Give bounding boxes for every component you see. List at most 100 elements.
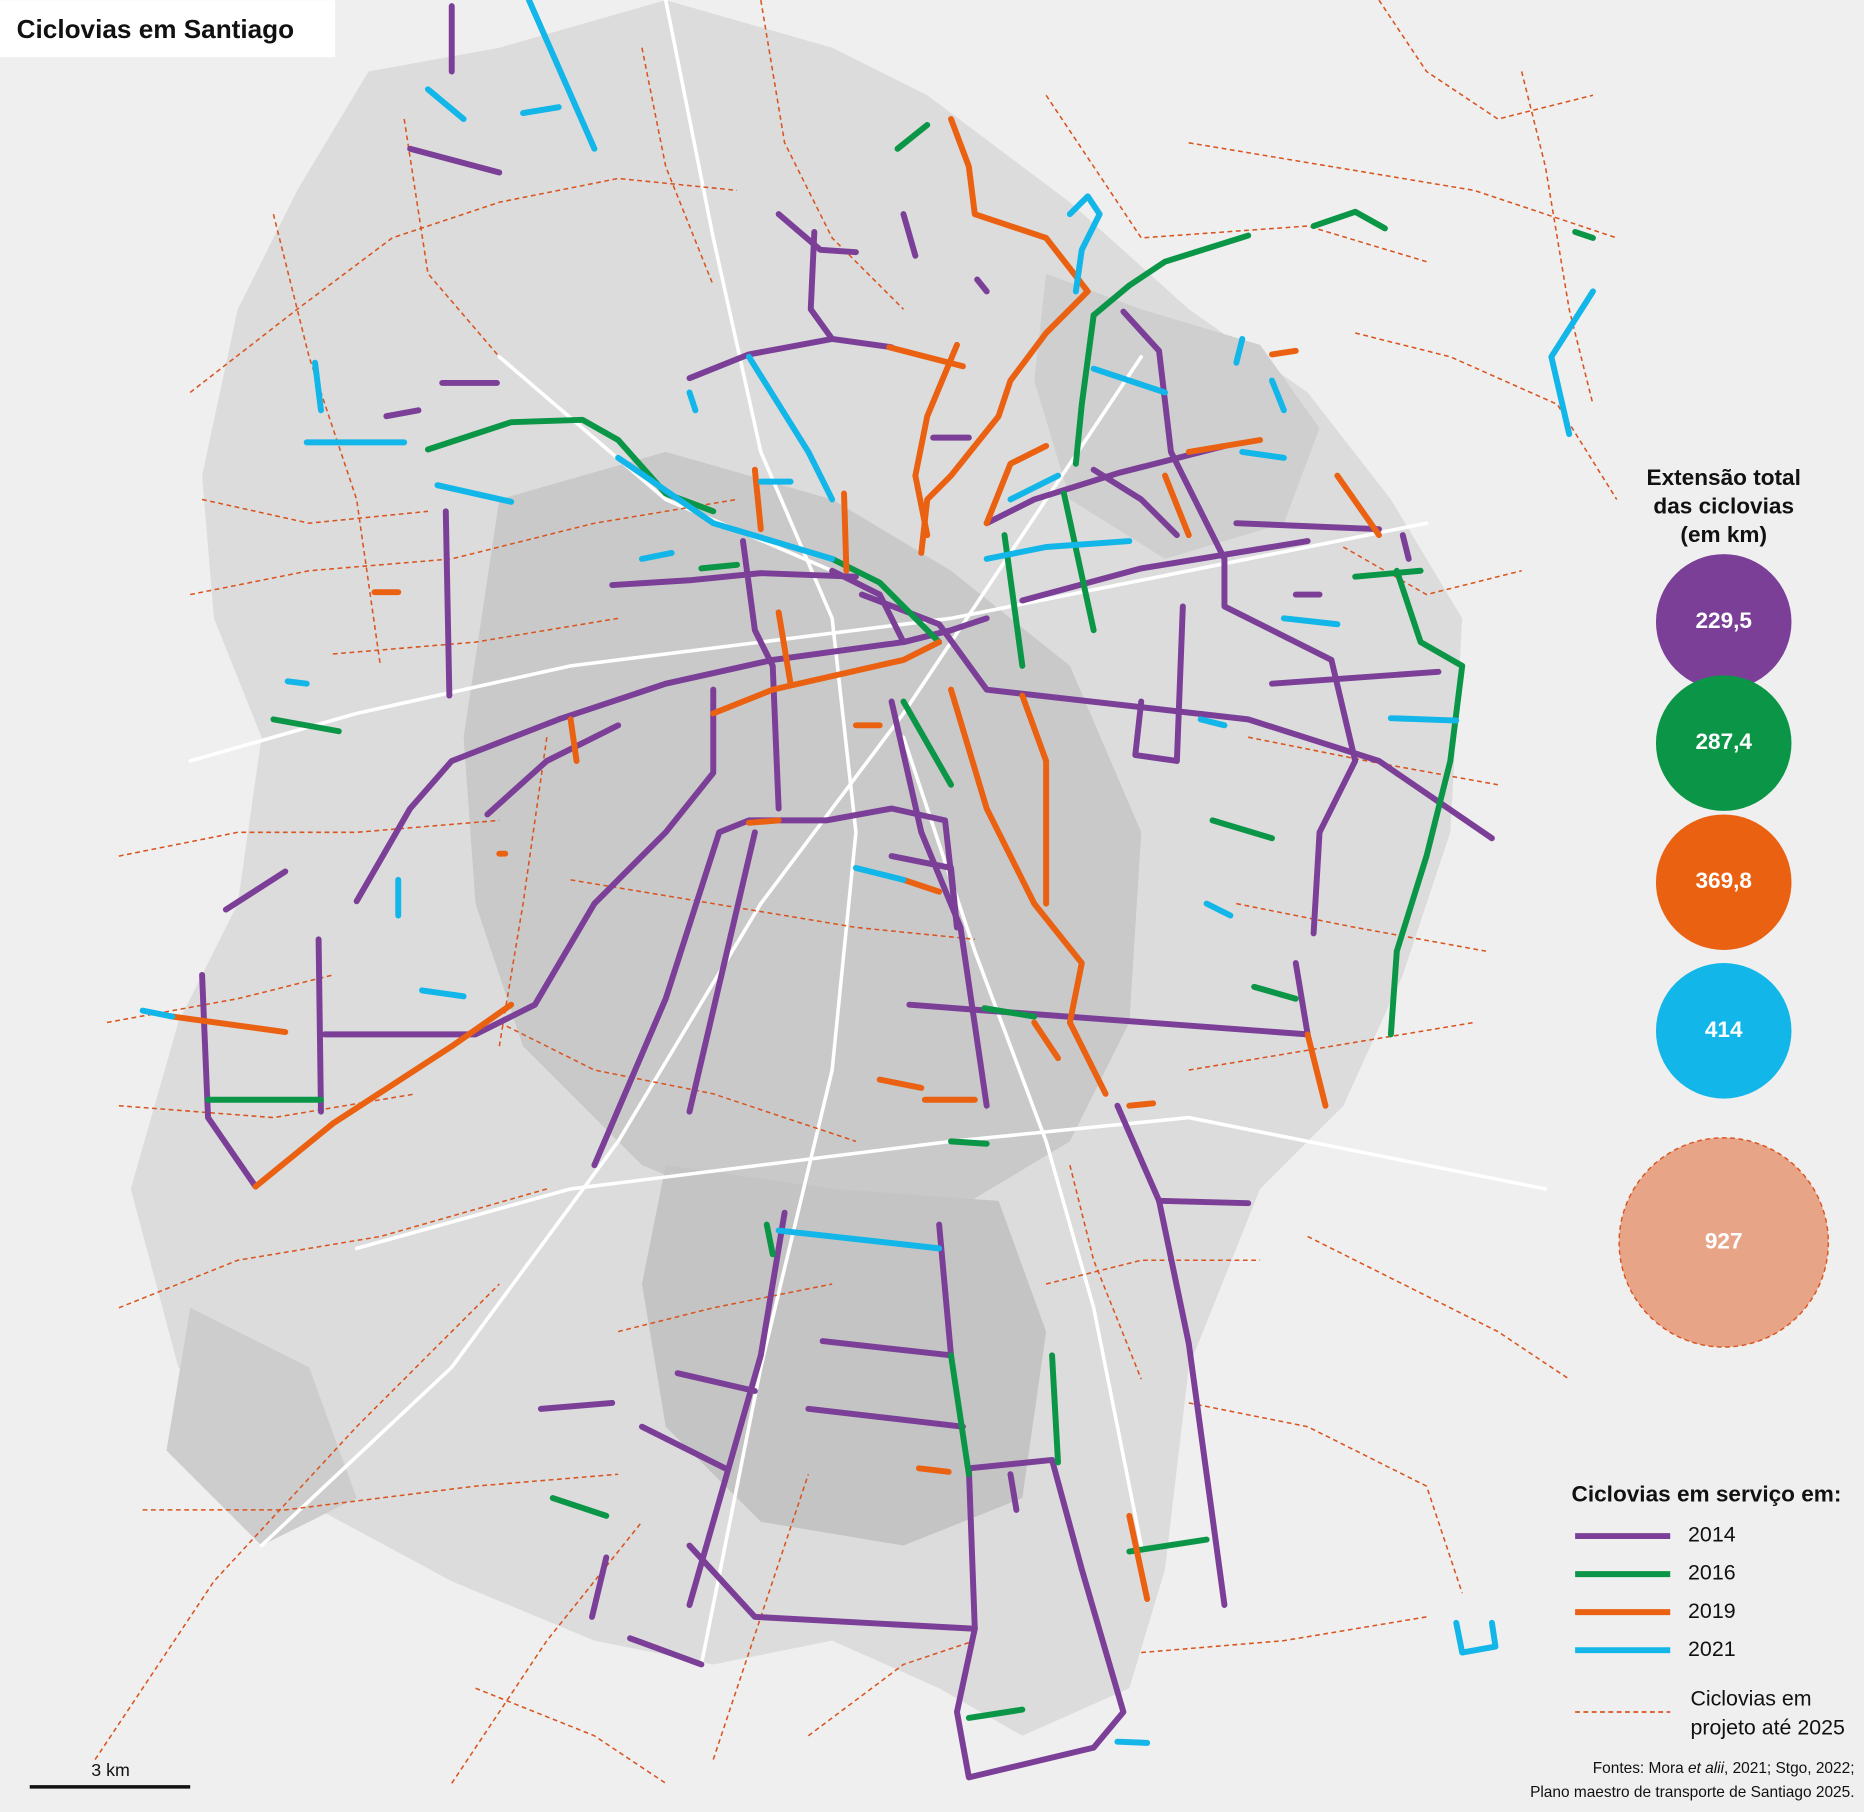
bike-lane [775, 1227, 943, 1252]
bike-lane [888, 698, 990, 1109]
bike-lane [1269, 668, 1442, 687]
bike-lane [953, 1456, 1127, 1781]
bike-lane [763, 1221, 776, 1258]
bike-lane [686, 1209, 788, 1608]
project-lane [617, 1283, 833, 1333]
bike-lane [383, 407, 422, 420]
project-lane [1248, 736, 1498, 786]
legend-title: Ciclovias em serviço em: [1572, 1482, 1842, 1507]
bike-lane [1280, 615, 1341, 628]
legend-label: 2019 [1688, 1599, 1736, 1623]
bike-lane [686, 1542, 978, 1632]
bike-lane [434, 482, 515, 505]
bike-lane [745, 817, 782, 826]
map-title: Ciclovias em Santiago [17, 14, 294, 44]
project-lane [641, 47, 714, 286]
legend: Ciclovias em serviço em: 2014 2016 2019 202… [1572, 1482, 1845, 1740]
bike-lane [1126, 1536, 1210, 1555]
bike-lane [484, 722, 622, 818]
bike-lane [974, 276, 990, 295]
total-circle [1618, 1137, 1830, 1348]
map-feature [497, 355, 834, 573]
bike-lane [1239, 448, 1287, 461]
bike-lane [819, 1338, 954, 1359]
bike-lane [900, 211, 919, 259]
bike-lane [1090, 365, 1168, 396]
project-lane [1188, 1021, 1475, 1071]
bike-lane [852, 864, 907, 883]
project-lane [570, 879, 975, 941]
bike-lane [1114, 1102, 1228, 1608]
total-value: 369,8 [1695, 868, 1752, 893]
project-lane [1141, 1616, 1427, 1654]
bike-lane [139, 1007, 176, 1020]
bike-lane [419, 987, 467, 1000]
bike-lane [900, 876, 943, 895]
bike-lane [321, 686, 717, 1038]
bike-lane [591, 805, 960, 1169]
project-lane [403, 118, 500, 358]
bike-lane [638, 549, 675, 562]
bike-lane [886, 344, 966, 370]
bike-lane [537, 1399, 616, 1412]
project-lane [94, 1283, 500, 1760]
urban-area [130, 0, 1463, 1736]
legend-label: projeto até 2025 [1690, 1715, 1845, 1739]
bike-lane [1162, 472, 1192, 539]
legend-label: Ciclovias em [1690, 1687, 1811, 1711]
bike-lane [775, 609, 794, 687]
bike-lane [948, 1138, 990, 1147]
bike-lane [627, 1635, 705, 1668]
project-lane [118, 1188, 548, 1309]
bike-lane [674, 1370, 758, 1394]
bike-lane [1019, 692, 1050, 907]
totals-title: Extensão total [1647, 465, 1801, 490]
bike-lane [315, 936, 324, 1115]
total-value: 927 [1705, 1228, 1743, 1253]
bike-lane [1019, 538, 1311, 604]
bike-lane [948, 686, 1109, 1097]
bike-lane [1007, 1471, 1020, 1513]
sources-text: , 2021; Stgo, 2022; [1724, 1760, 1854, 1777]
bike-lane [526, 0, 598, 152]
scale-label: 3 km [91, 1760, 130, 1780]
bike-lane [981, 1005, 1038, 1020]
bike-lane [775, 211, 859, 256]
bike-lane [740, 538, 782, 812]
bike-lane [948, 1352, 972, 1478]
bike-lane [965, 1706, 1026, 1721]
project-lane [118, 819, 500, 857]
bike-lane [1120, 308, 1359, 937]
total-circle [1655, 675, 1792, 811]
map-feature [354, 1115, 1548, 1251]
bike-lane [222, 868, 289, 913]
bike-lane [698, 561, 741, 572]
total-value: 229,5 [1695, 608, 1752, 633]
bike-lane [1185, 437, 1264, 455]
bike-lane [1060, 490, 1097, 634]
sources-text: et alii [1688, 1760, 1725, 1777]
bike-lane [1304, 1031, 1329, 1109]
total-circle [1655, 963, 1792, 1099]
bike-lane [589, 1554, 610, 1620]
bike-lane [1114, 1738, 1151, 1746]
bike-lane [270, 716, 342, 735]
bike-lane [745, 353, 836, 503]
bike-lane [1269, 347, 1299, 358]
bike-lane [1007, 472, 1061, 503]
map-feature [166, 1307, 357, 1546]
bike-lane [1251, 983, 1299, 1002]
bike-lane [888, 853, 960, 931]
project-lane [1378, 0, 1594, 120]
bike-lane [1233, 520, 1382, 533]
bike-lane [1090, 466, 1180, 539]
title-box [0, 0, 336, 58]
total-circle [1655, 814, 1792, 950]
bike-lane [1387, 567, 1466, 1038]
bike-lane [1197, 716, 1228, 729]
bike-lane [912, 341, 960, 539]
bike-lane [1090, 232, 1252, 319]
project-lane [498, 737, 548, 1047]
bike-lane [407, 145, 503, 176]
bike-lane [567, 716, 580, 764]
